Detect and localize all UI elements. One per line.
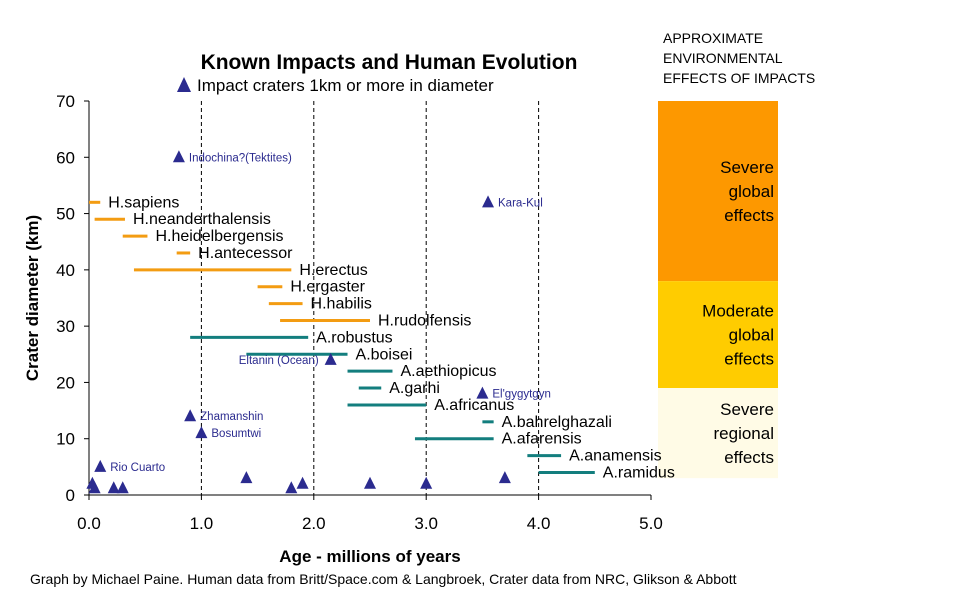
species-label: H.erectus [299, 262, 367, 279]
y-tick-label: 20 [56, 373, 75, 392]
x-tick-label: 3.0 [414, 514, 438, 533]
y-axis-label: Crater diameter (km) [23, 215, 42, 381]
crater-label: Zhamanshin [200, 411, 263, 423]
species-label: H.sapiens [108, 194, 179, 211]
x-tick-label: 4.0 [527, 514, 551, 533]
species-label: A.robustus [316, 329, 392, 346]
crater-marker [172, 150, 185, 163]
effect-band [658, 388, 778, 479]
effect-band-label: global [729, 182, 774, 201]
crater-marker [364, 476, 376, 489]
x-axis-label: Age - millions of years [279, 547, 460, 566]
crater-marker [296, 476, 309, 489]
species-label: A.bahrelghazali [502, 414, 612, 431]
species-label: H.antecessor [198, 245, 293, 262]
x-tick-label: 0.0 [77, 514, 101, 533]
crater-marker [498, 471, 511, 484]
vertical-gridlines [200, 101, 540, 495]
crater-marker [476, 386, 489, 399]
human-species-ranges: H.sapiensH.neanderthalensisH.heidelberge… [89, 194, 675, 481]
effect-band-label: global [729, 326, 774, 345]
species-label: A.africanus [434, 397, 514, 414]
effect-band-label: effects [724, 206, 774, 225]
y-tick-label: 60 [56, 148, 75, 167]
crater-marker [94, 459, 107, 472]
species-label: H.neanderthalensis [133, 211, 271, 228]
chart-title: Known Impacts and Human Evolution [201, 51, 578, 74]
legend-label: Impact craters 1km or more in diameter [197, 76, 494, 95]
crater-marker [184, 409, 197, 422]
env-header-line: APPROXIMATE [663, 30, 763, 46]
env-header-line: EFFECTS OF IMPACTS [663, 70, 815, 86]
x-axis-ticks: 0.0 1.0 2.0 3.0 4.0 5.0 [77, 495, 663, 533]
species-label: A.anamensis [569, 448, 662, 465]
y-tick-label: 0 [66, 486, 75, 505]
species-label: A.boisei [356, 346, 413, 363]
crater-marker [285, 481, 298, 494]
crater-label: Eltanin (Ocean) [239, 355, 319, 367]
crater-label: El'gygytgyn [492, 389, 550, 401]
crater-label: Kara-Kul [498, 197, 543, 209]
x-tick-label: 1.0 [190, 514, 214, 533]
effect-band [658, 101, 778, 282]
species-label: H.heidelbergensis [155, 228, 283, 245]
crater-label: Rio Cuarto [110, 462, 165, 474]
y-tick-label: 10 [56, 430, 75, 449]
effect-band-label: Severe [720, 400, 774, 419]
effect-band-label: Moderate [702, 302, 774, 321]
crater-marker [88, 481, 101, 494]
effect-band-label: effects [724, 448, 774, 467]
axes [88, 101, 651, 496]
legend-triangle-icon [177, 77, 191, 92]
crater-marker [195, 426, 208, 439]
env-header-line: ENVIRONMENTAL [663, 50, 783, 66]
species-label: A.aethiopicus [400, 363, 496, 380]
crater-label: Bosumtwi [211, 428, 261, 440]
species-label: H.ergaster [290, 279, 365, 296]
species-label: H.habilis [311, 296, 372, 313]
crater-label: Indochina?(Tektites) [189, 152, 292, 164]
effect-band [658, 281, 778, 389]
impact-craters: Indochina?(Tektites) Kara-Kul Eltanin (Oce… [86, 150, 551, 494]
crater-marker [482, 195, 495, 208]
crater-marker [116, 481, 129, 494]
x-tick-label: 2.0 [302, 514, 326, 533]
crater-marker [420, 476, 433, 489]
y-tick-label: 30 [56, 317, 75, 336]
x-tick-label: 5.0 [639, 514, 663, 533]
effect-band-label: regional [714, 424, 775, 443]
crater-marker [324, 352, 337, 365]
environmental-effects-panel: APPROXIMATE ENVIRONMENTAL EFFECTS OF IMPAC… [658, 30, 815, 479]
y-tick-label: 40 [56, 261, 75, 280]
crater-marker [107, 481, 120, 494]
credit-text: Graph by Michael Paine. Human data from … [30, 571, 737, 587]
species-label: A.garhi [389, 380, 440, 397]
species-label: A.ramidus [603, 464, 675, 481]
effect-band-label: Severe [720, 158, 774, 177]
species-label: H.rudolfensis [378, 313, 471, 330]
effect-band-label: effects [724, 350, 774, 369]
y-tick-label: 70 [56, 92, 75, 111]
species-label: A.afarensis [502, 431, 582, 448]
y-tick-label: 50 [56, 205, 75, 224]
y-axis-ticks: 0 10 20 30 40 50 60 70 [56, 92, 89, 505]
crater-marker [240, 471, 253, 484]
